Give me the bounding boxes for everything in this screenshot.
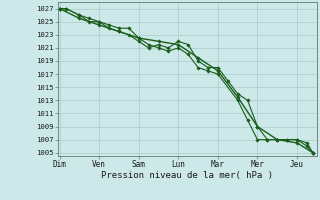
X-axis label: Pression niveau de la mer( hPa ): Pression niveau de la mer( hPa ) — [101, 171, 273, 180]
